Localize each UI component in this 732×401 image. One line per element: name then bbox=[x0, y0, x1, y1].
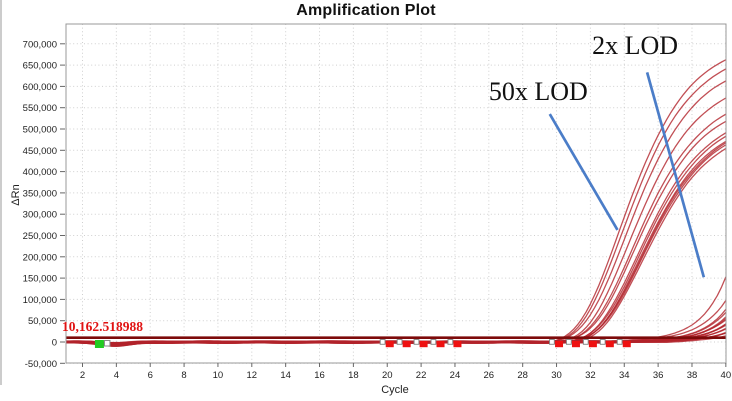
well-markers bbox=[94, 339, 631, 348]
callout-line bbox=[645, 71, 706, 278]
well-box-marker bbox=[103, 340, 111, 347]
x-tick-label: 14 bbox=[280, 370, 291, 381]
y-axis-label: ΔRn bbox=[10, 184, 22, 206]
annotation-2x-lod: 2x LOD bbox=[592, 31, 679, 61]
y-tick-label: 300,000 bbox=[23, 210, 57, 221]
green-well-marker bbox=[94, 340, 104, 348]
x-tick-label: 10 bbox=[213, 370, 224, 381]
x-tick-label: 28 bbox=[517, 370, 528, 381]
x-tick-label: 8 bbox=[181, 370, 186, 381]
amplification-curves bbox=[66, 59, 726, 347]
y-tick-label: 500,000 bbox=[23, 125, 57, 136]
x-tick-label: 32 bbox=[585, 370, 596, 381]
y-tick-label: 0 bbox=[52, 338, 57, 349]
well-box-marker bbox=[599, 339, 606, 345]
red-well-marker bbox=[555, 341, 564, 348]
x-tick-label: 16 bbox=[314, 370, 325, 381]
y-tick-label: 450,000 bbox=[23, 146, 57, 157]
y-tick-label: 600,000 bbox=[23, 82, 57, 93]
well-box-marker bbox=[447, 339, 454, 345]
plot-area[interactable] bbox=[66, 24, 726, 363]
x-tick-label: 30 bbox=[551, 370, 562, 381]
x-tick-label: 34 bbox=[619, 370, 630, 381]
well-box-marker bbox=[413, 339, 420, 345]
tick-labels: 2 4 6 8 10 12 14 16 18 20 22 24 26 28 30 32 34 36 38 40-50,… bbox=[23, 39, 731, 381]
well-box-marker bbox=[616, 339, 623, 345]
gridlines bbox=[66, 24, 727, 364]
x-axis-label: Cycle bbox=[381, 384, 409, 396]
x-tick-label: 26 bbox=[484, 370, 495, 381]
y-tick-label: 400,000 bbox=[23, 167, 57, 178]
red-well-marker bbox=[402, 341, 411, 348]
x-tick-label: 20 bbox=[382, 370, 393, 381]
callout-line bbox=[548, 113, 619, 231]
y-tick-label: 350,000 bbox=[23, 188, 57, 199]
x-tick-label: 2 bbox=[80, 370, 85, 381]
red-well-marker bbox=[588, 341, 597, 348]
plot-border bbox=[65, 23, 727, 364]
y-tick-label: 650,000 bbox=[23, 61, 57, 72]
well-box-marker bbox=[565, 339, 572, 345]
x-tick-label: 6 bbox=[148, 370, 153, 381]
y-tick-label: 250,000 bbox=[23, 231, 57, 242]
y-tick-label: 100,000 bbox=[23, 295, 57, 306]
red-well-marker bbox=[571, 341, 580, 348]
red-well-marker bbox=[436, 341, 445, 348]
threshold-value-label: 10,162.518988 bbox=[62, 319, 143, 334]
well-box-marker bbox=[549, 339, 555, 345]
x-tick-label: 38 bbox=[687, 370, 698, 381]
y-tick-label: 200,000 bbox=[23, 252, 57, 263]
x-tick-label: 36 bbox=[653, 370, 664, 381]
well-box-marker bbox=[582, 339, 589, 345]
y-tick-label: 150,000 bbox=[23, 274, 57, 285]
red-well-marker bbox=[605, 341, 614, 348]
well-box-marker bbox=[379, 339, 386, 345]
chart-title: Amplification Plot bbox=[296, 2, 436, 19]
tick-marks bbox=[60, 43, 727, 367]
well-box-marker bbox=[396, 339, 403, 345]
y-tick-label: -50,000 bbox=[25, 359, 57, 370]
red-well-marker bbox=[385, 341, 394, 348]
x-tick-label: 24 bbox=[450, 370, 461, 381]
x-tick-label: 40 bbox=[721, 370, 732, 381]
y-tick-label: 700,000 bbox=[23, 39, 57, 50]
y-tick-label: 550,000 bbox=[23, 103, 57, 114]
amplification-curve-2x bbox=[66, 332, 726, 344]
x-tick-label: 4 bbox=[114, 370, 119, 381]
red-well-marker bbox=[453, 341, 462, 348]
well-box-marker bbox=[430, 339, 437, 345]
amplification-curve-2x bbox=[66, 335, 726, 346]
red-well-marker bbox=[622, 341, 631, 348]
x-tick-label: 12 bbox=[247, 370, 258, 381]
red-well-marker bbox=[419, 341, 428, 348]
y-tick-label: 50,000 bbox=[28, 316, 57, 327]
x-tick-label: 22 bbox=[416, 370, 427, 381]
x-tick-label: 18 bbox=[348, 370, 359, 381]
annotation-50x-lod: 50x LOD bbox=[488, 77, 588, 107]
